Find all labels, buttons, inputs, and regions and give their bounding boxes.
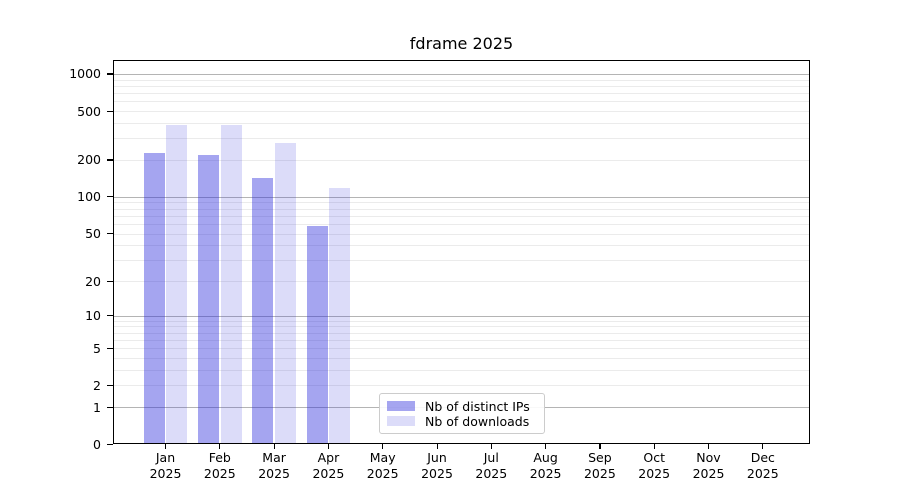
y-tick-mark <box>107 347 113 349</box>
y-tick-label: 50 <box>85 226 101 241</box>
legend-swatch-downloads <box>387 416 415 426</box>
minor-gridline <box>113 357 810 359</box>
bar-jan-distinct-ips <box>143 153 165 444</box>
minor-gridline <box>113 320 810 322</box>
legend: Nb of distinct IPs Nb of downloads <box>379 393 545 434</box>
x-tick-mark <box>599 444 601 449</box>
x-tick-label-jul: Jul 2025 <box>475 450 508 481</box>
minor-gridline <box>113 332 810 334</box>
minor-gridline <box>113 208 810 210</box>
legend-swatch-distinct-ips <box>387 401 415 411</box>
y-tick-label: 0 <box>93 436 101 452</box>
x-tick-label-may: May 2025 <box>366 450 399 481</box>
bar-feb-distinct-ips <box>198 155 219 444</box>
y-tick-label: 100 <box>77 189 101 205</box>
x-tick-label-jan: Jan 2025 <box>149 450 182 481</box>
minor-gridline <box>113 260 810 262</box>
x-tick-mark <box>436 444 438 449</box>
minor-gridline <box>113 369 810 371</box>
x-tick-label-aug: Aug 2025 <box>529 450 562 481</box>
x-tick-mark <box>762 444 764 449</box>
x-tick-mark <box>708 444 710 449</box>
minor-gridline <box>113 339 810 341</box>
y-tick-mark <box>107 384 113 386</box>
x-tick-mark <box>273 444 275 449</box>
x-tick-mark <box>653 444 655 449</box>
y-tick-label: 5 <box>93 340 101 356</box>
y-tick-label: 10 <box>85 308 101 324</box>
legend-item-downloads: Nb of downloads <box>387 413 536 429</box>
minor-gridline <box>113 93 810 94</box>
y-tick-label: 500 <box>77 103 101 119</box>
bar-mar-distinct-ips <box>252 177 274 444</box>
x-tick-label-oct: Oct 2025 <box>638 450 671 481</box>
x-tick-mark <box>327 444 330 449</box>
bar-apr-distinct-ips <box>306 225 328 444</box>
major-gridline <box>113 315 810 317</box>
bar-mar-downloads <box>274 143 296 444</box>
y-tick-mark <box>107 110 113 112</box>
minor-gridline <box>113 85 810 87</box>
x-tick-label-apr: Apr 2025 <box>312 450 345 481</box>
y-tick-label: 2 <box>93 377 101 393</box>
plot-area <box>113 60 810 444</box>
x-tick-mark <box>490 444 492 449</box>
minor-gridline <box>113 385 810 387</box>
legend-label-distinct-ips: Nb of distinct IPs <box>425 398 530 414</box>
y-tick-mark <box>107 280 113 282</box>
y-tick-mark <box>107 233 113 235</box>
minor-gridline <box>113 245 810 247</box>
x-tick-mark <box>219 444 221 449</box>
y-tick-mark <box>107 315 113 317</box>
major-gridline <box>113 196 810 198</box>
major-gridline <box>113 73 810 75</box>
y-tick-mark <box>107 159 113 161</box>
minor-gridline <box>113 79 810 81</box>
y-tick-label: 200 <box>77 152 101 168</box>
minor-gridline <box>113 348 810 350</box>
minor-gridline <box>113 233 810 235</box>
legend-item-distinct-ips: Nb of distinct IPs <box>387 398 536 414</box>
minor-gridline <box>113 281 810 282</box>
chart-title: fdrame 2025 <box>409 34 514 53</box>
bar-feb-downloads <box>220 125 242 444</box>
minor-gridline <box>113 326 810 328</box>
minor-gridline <box>113 215 810 217</box>
y-tick-mark <box>107 196 113 198</box>
minor-gridline <box>113 111 810 112</box>
x-tick-mark <box>165 444 167 449</box>
x-tick-label-feb: Feb 2025 <box>203 450 236 481</box>
x-tick-mark <box>545 444 547 449</box>
minor-gridline <box>113 138 810 140</box>
x-tick-label-sep: Sep 2025 <box>583 450 616 481</box>
y-tick-label: 20 <box>85 273 101 289</box>
y-tick-mark <box>107 443 113 445</box>
x-tick-label-nov: Nov 2025 <box>692 450 725 481</box>
minor-gridline <box>113 202 810 204</box>
y-tick-mark <box>107 73 113 75</box>
x-tick-label-dec: Dec 2025 <box>746 450 779 481</box>
bar-jan-downloads <box>166 125 188 444</box>
y-tick-label: 1 <box>93 399 101 415</box>
x-tick-label-jun: Jun 2025 <box>421 450 453 481</box>
minor-gridline <box>113 223 810 225</box>
minor-gridline <box>113 101 810 103</box>
y-tick-mark <box>107 406 113 408</box>
y-tick-label: 1000 <box>69 66 101 82</box>
minor-gridline <box>113 122 810 124</box>
legend-label-downloads: Nb of downloads <box>425 413 530 429</box>
x-tick-mark <box>382 444 384 449</box>
x-tick-label-mar: Mar 2025 <box>258 450 290 481</box>
bar-apr-downloads <box>329 187 351 444</box>
minor-gridline <box>113 159 810 161</box>
